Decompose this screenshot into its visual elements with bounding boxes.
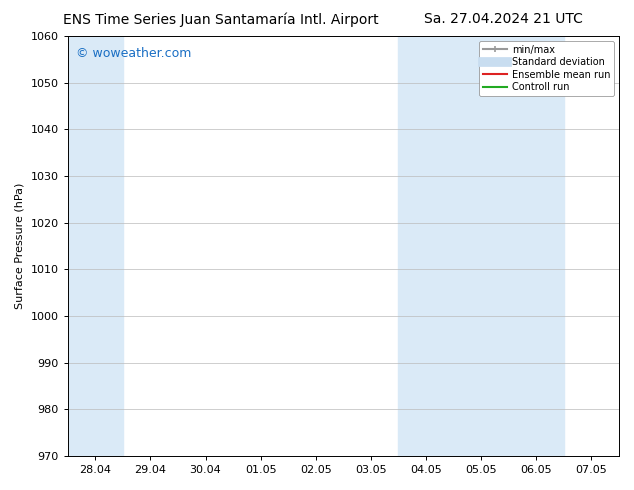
Text: © woweather.com: © woweather.com — [76, 47, 191, 60]
Text: ENS Time Series Juan Santamaría Intl. Airport: ENS Time Series Juan Santamaría Intl. Ai… — [63, 12, 379, 27]
Bar — [399, 36, 564, 456]
Legend: min/max, Standard deviation, Ensemble mean run, Controll run: min/max, Standard deviation, Ensemble me… — [479, 41, 614, 96]
Text: Sa. 27.04.2024 21 UTC: Sa. 27.04.2024 21 UTC — [424, 12, 583, 26]
Y-axis label: Surface Pressure (hPa): Surface Pressure (hPa) — [15, 183, 25, 309]
Bar — [68, 36, 123, 456]
